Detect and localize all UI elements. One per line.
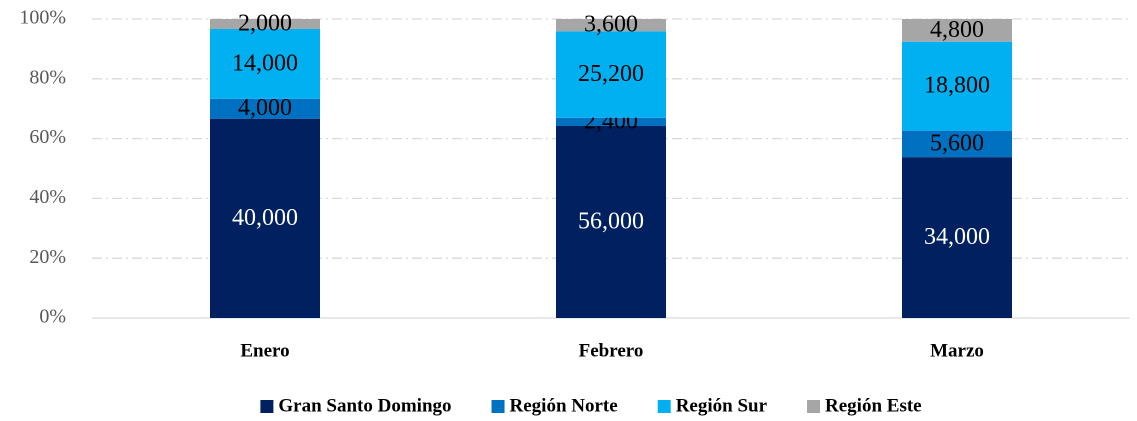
data-label: 34,000 bbox=[924, 224, 990, 250]
x-tick-label: Enero bbox=[240, 340, 289, 361]
y-tick-label: 60% bbox=[29, 126, 66, 148]
bar-segment bbox=[556, 117, 666, 126]
data-label: 14,000 bbox=[232, 50, 298, 76]
data-label: 40,000 bbox=[232, 205, 298, 231]
legend-label: Región Sur bbox=[676, 395, 768, 416]
legend-swatch bbox=[807, 400, 821, 413]
legend-label: Región Este bbox=[825, 395, 922, 416]
data-label: 3,600 bbox=[584, 12, 638, 38]
legend-swatch bbox=[491, 400, 505, 413]
bar-segment bbox=[210, 19, 320, 29]
data-label: 56,000 bbox=[578, 208, 644, 234]
data-label: 4,000 bbox=[238, 95, 292, 121]
y-tick-label: 80% bbox=[29, 66, 66, 88]
bar-segment bbox=[902, 19, 1012, 42]
legend-swatch bbox=[657, 400, 671, 413]
legend-label: Región Norte bbox=[510, 395, 618, 416]
x-tick-label: Marzo bbox=[930, 340, 984, 361]
data-label: 2,000 bbox=[238, 10, 292, 36]
legend-label: Gran Santo Domingo bbox=[278, 395, 451, 416]
bar-segment bbox=[210, 28, 320, 99]
data-label: 4,800 bbox=[930, 17, 984, 43]
y-tick-label: 40% bbox=[29, 186, 66, 208]
y-tick-label: 0% bbox=[39, 306, 66, 328]
bar-segment bbox=[210, 98, 320, 119]
y-tick-label: 100% bbox=[19, 7, 66, 29]
bar-segment bbox=[556, 31, 666, 118]
data-label: 18,800 bbox=[924, 73, 990, 99]
bar-segment bbox=[902, 157, 1012, 318]
legend-swatch bbox=[260, 400, 274, 413]
bar-segment bbox=[210, 118, 320, 319]
data-label: 25,200 bbox=[578, 61, 644, 87]
y-tick-label: 20% bbox=[29, 246, 66, 268]
bar-segment bbox=[902, 41, 1012, 131]
bar-segment bbox=[556, 19, 666, 32]
bar-segment bbox=[556, 125, 666, 318]
data-label: 5,600 bbox=[930, 130, 984, 156]
x-tick-label: Febrero bbox=[579, 340, 644, 361]
bar-segment bbox=[902, 130, 1012, 158]
